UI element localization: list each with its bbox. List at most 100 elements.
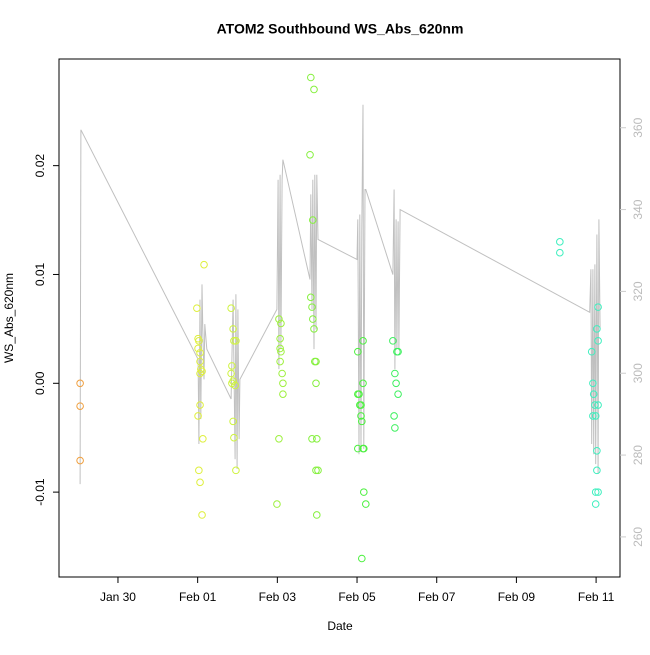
data-point bbox=[589, 390, 598, 398]
y2-tick-label: 300 bbox=[631, 363, 645, 383]
data-point bbox=[391, 369, 399, 378]
data-point bbox=[593, 446, 601, 455]
data-point bbox=[361, 500, 370, 508]
data-point bbox=[228, 362, 236, 370]
x-tick-label: Feb 01 bbox=[179, 590, 217, 604]
data-point bbox=[76, 402, 84, 410]
data-point bbox=[591, 500, 600, 508]
data-point bbox=[194, 344, 202, 353]
y2-tick-label: 340 bbox=[631, 199, 645, 219]
data-point bbox=[76, 379, 84, 388]
data-point bbox=[556, 238, 564, 246]
data-point bbox=[276, 334, 284, 343]
data-point bbox=[200, 260, 208, 269]
data-point bbox=[307, 73, 315, 82]
data-point bbox=[309, 315, 317, 323]
data-point bbox=[279, 379, 287, 388]
data-point bbox=[394, 390, 402, 398]
data-point bbox=[310, 85, 318, 94]
data-point bbox=[358, 417, 366, 426]
data-point bbox=[355, 390, 363, 398]
data-point bbox=[312, 466, 320, 475]
data-point bbox=[230, 337, 238, 345]
data-point bbox=[276, 357, 284, 366]
data-point bbox=[360, 444, 368, 453]
chart-title: ATOM2 Southbound WS_Abs_620nm bbox=[217, 21, 464, 37]
data-point bbox=[594, 303, 602, 311]
data-point bbox=[359, 379, 367, 388]
plot-frame bbox=[58, 58, 621, 578]
data-point bbox=[276, 344, 284, 353]
data-point bbox=[392, 379, 400, 388]
data-point bbox=[277, 319, 285, 328]
y-tick-label: 0.02 bbox=[33, 154, 47, 178]
data-point bbox=[279, 390, 287, 398]
data-point bbox=[589, 412, 597, 420]
data-point bbox=[309, 216, 317, 224]
series-line bbox=[79, 104, 601, 485]
data-point bbox=[354, 444, 362, 453]
data-point bbox=[591, 412, 600, 420]
x-tick-label: Feb 05 bbox=[338, 590, 376, 604]
y2-tick-label: 320 bbox=[631, 281, 645, 301]
data-point bbox=[232, 466, 240, 475]
data-point bbox=[358, 554, 366, 563]
data-point bbox=[591, 488, 600, 496]
data-point bbox=[394, 347, 402, 356]
data-point bbox=[198, 367, 206, 376]
x-tick-label: Feb 07 bbox=[418, 590, 456, 604]
data-point bbox=[273, 500, 281, 508]
data-point bbox=[193, 304, 201, 313]
data-point bbox=[229, 417, 237, 426]
data-point bbox=[312, 511, 321, 519]
data-point bbox=[360, 488, 368, 496]
y-tick-label: -0.01 bbox=[33, 478, 47, 506]
data-point bbox=[196, 349, 204, 357]
data-point bbox=[307, 293, 315, 302]
data-point bbox=[196, 357, 204, 366]
data-point bbox=[389, 337, 397, 345]
x-tick-label: Feb 11 bbox=[578, 590, 615, 604]
data-point bbox=[314, 466, 322, 475]
x-tick-label: Feb 03 bbox=[259, 590, 297, 604]
data-point bbox=[195, 466, 203, 475]
data-point bbox=[196, 478, 204, 487]
data-point bbox=[593, 466, 601, 475]
data-point bbox=[199, 434, 207, 443]
data-point bbox=[312, 434, 321, 443]
data-point bbox=[198, 511, 206, 519]
data-point bbox=[277, 347, 285, 356]
data-point bbox=[76, 456, 84, 465]
data-point bbox=[227, 304, 235, 313]
data-point bbox=[230, 433, 238, 442]
data-point bbox=[231, 381, 239, 390]
x-axis-label: Date bbox=[327, 619, 353, 633]
y-axis-label: WS_Abs_620nm bbox=[2, 273, 16, 363]
data-point bbox=[589, 379, 597, 388]
y2-tick-label: 360 bbox=[631, 117, 645, 137]
data-point bbox=[587, 347, 596, 356]
y-tick-label: 0.01 bbox=[33, 262, 47, 286]
data-point bbox=[196, 369, 204, 378]
data-point bbox=[275, 315, 283, 323]
y-tick-label: 0.00 bbox=[33, 371, 47, 395]
data-point bbox=[593, 325, 601, 333]
data-point bbox=[196, 401, 204, 409]
data-point bbox=[390, 412, 398, 420]
data-point bbox=[354, 347, 362, 356]
data-point bbox=[594, 337, 602, 345]
data-point bbox=[227, 369, 235, 378]
data-point bbox=[591, 401, 599, 409]
data-point bbox=[232, 337, 240, 345]
data-point bbox=[594, 401, 602, 409]
data-point bbox=[556, 248, 564, 257]
data-point bbox=[391, 424, 399, 432]
data-point bbox=[594, 488, 602, 496]
data-point bbox=[312, 379, 320, 388]
data-point bbox=[359, 337, 367, 345]
data-point bbox=[278, 369, 286, 378]
data-point bbox=[310, 325, 318, 333]
data-point bbox=[195, 337, 203, 345]
data-point bbox=[357, 401, 365, 409]
